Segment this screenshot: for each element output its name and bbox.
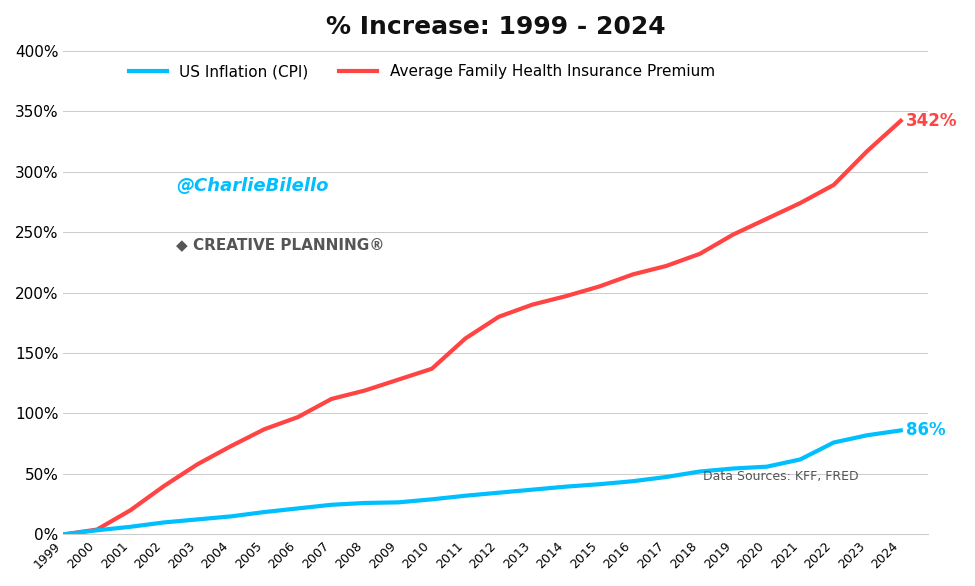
Text: 342%: 342% [906,112,957,130]
Text: ◆ CREATIVE PLANNING®: ◆ CREATIVE PLANNING® [176,237,384,251]
Text: 86%: 86% [906,421,946,440]
Text: @CharlieBilello: @CharlieBilello [176,177,329,195]
Text: Data Sources: KFF, FRED: Data Sources: KFF, FRED [703,470,858,483]
Title: % Increase: 1999 - 2024: % Increase: 1999 - 2024 [326,15,665,39]
Legend: US Inflation (CPI), Average Family Health Insurance Premium: US Inflation (CPI), Average Family Healt… [123,58,721,86]
